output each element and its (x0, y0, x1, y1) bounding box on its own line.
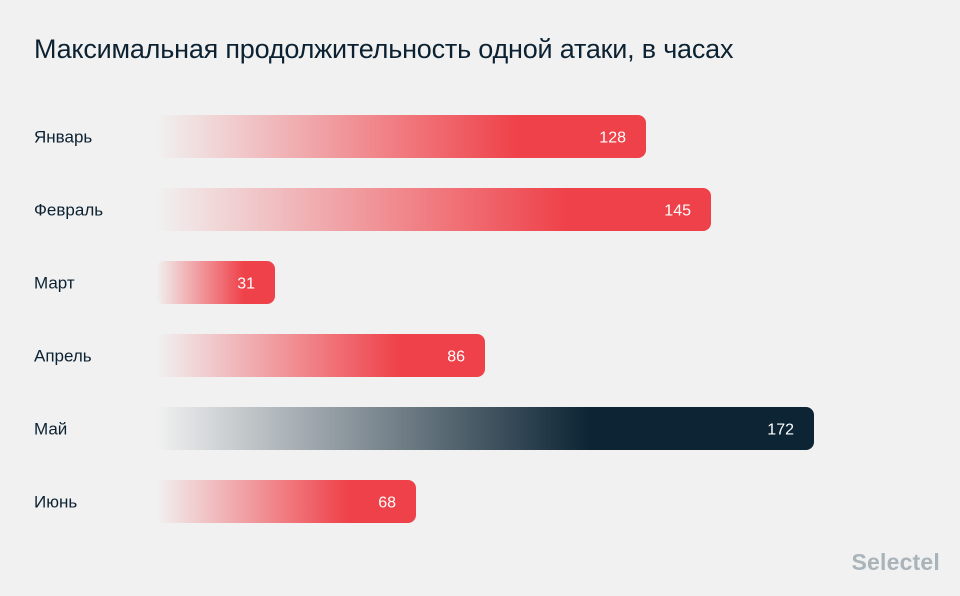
bar-value-label: 31 (237, 276, 255, 293)
bar-3 (156, 261, 275, 304)
bar-2 (156, 188, 711, 231)
bar-4 (156, 334, 485, 377)
category-label: Апрель (34, 347, 92, 366)
category-label: Январь (34, 128, 92, 147)
category-label: Май (34, 420, 67, 439)
bar-value-label: 68 (378, 495, 396, 512)
bar-1 (156, 115, 646, 158)
chart-title: Максимальная продолжительность одной ата… (34, 34, 734, 64)
category-label: Март (34, 274, 75, 293)
category-label: Июнь (34, 493, 77, 512)
bar-value-label: 86 (447, 349, 465, 366)
bar-5 (156, 407, 814, 450)
bar-value-label: 145 (664, 203, 691, 220)
selectel-logo: Selectel (851, 549, 940, 575)
bar-value-label: 172 (767, 422, 794, 439)
category-label: Февраль (34, 201, 103, 220)
bar-6 (156, 480, 416, 523)
bar-value-label: 128 (599, 130, 626, 147)
